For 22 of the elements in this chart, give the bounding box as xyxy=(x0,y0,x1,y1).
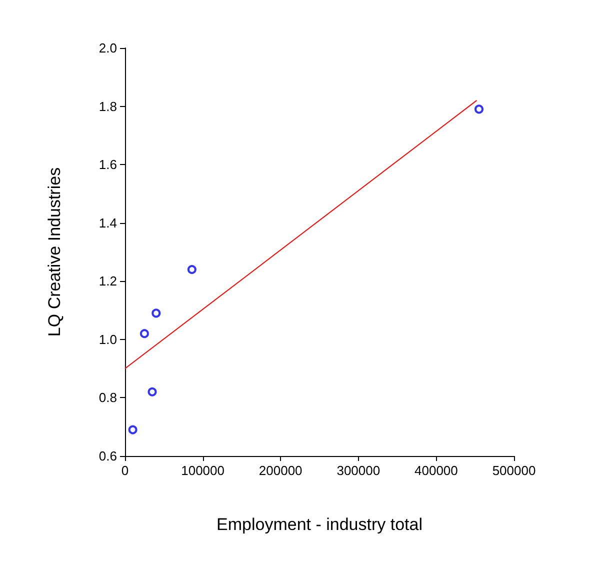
y-axis-title: LQ Creative Industries xyxy=(45,167,64,337)
point xyxy=(140,329,149,338)
point xyxy=(187,264,196,274)
point xyxy=(474,104,484,114)
y-tick-label: 2.0 xyxy=(98,40,117,56)
x-tick-label: 400000 xyxy=(414,463,458,478)
y-tick-label: 1.4 xyxy=(98,215,117,230)
x-axis-title: Employment - industry total xyxy=(216,515,422,534)
x-tick-label: 200000 xyxy=(258,463,302,478)
x-tick-label: 100000 xyxy=(181,463,224,478)
y-tick-label: 1.8 xyxy=(98,98,117,114)
x-tick-label: 300000 xyxy=(336,463,380,478)
y-tick-label: 1.6 xyxy=(98,157,117,172)
point xyxy=(148,387,157,396)
y-tick-label: 0.6 xyxy=(98,448,117,464)
x-tick-label: 0 xyxy=(121,463,129,478)
y-tick-label: 1.0 xyxy=(98,332,117,347)
y-tick-label: 1.2 xyxy=(98,274,117,289)
point xyxy=(152,308,161,318)
y-tick-label: 0.8 xyxy=(98,390,117,406)
x-tick-label: 500000 xyxy=(492,463,536,478)
point xyxy=(128,425,138,434)
